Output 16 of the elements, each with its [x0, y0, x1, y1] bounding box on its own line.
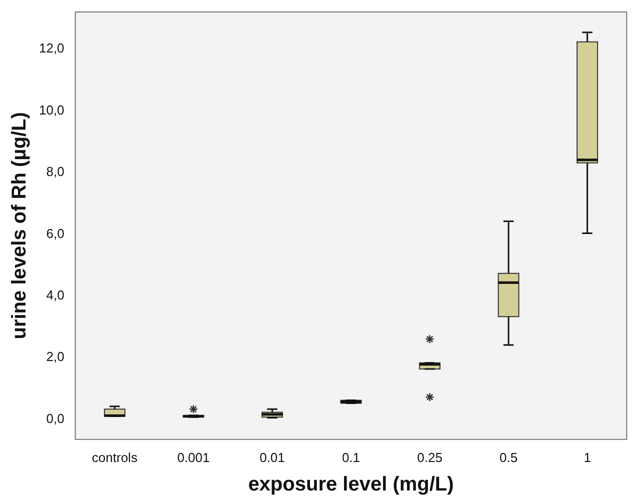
y-tick-label: 12,0 [38, 40, 64, 56]
x-tick-label: 0.1 [342, 450, 360, 465]
x-tick-label: 0.001 [177, 450, 210, 465]
y-tick-label: 10,0 [38, 102, 64, 118]
y-tick-label: 2,0 [46, 349, 64, 364]
y-tick-label: 0,0 [46, 410, 64, 426]
x-tick-label: 0.01 [260, 450, 285, 465]
y-axis-title: urine levels of Rh (µg/L) [8, 112, 31, 340]
x-tick-label: 1 [584, 450, 591, 465]
y-tick-label: 4,0 [46, 287, 64, 302]
x-tick-label: 0.5 [500, 450, 518, 465]
x-tick-label: 0.25 [417, 450, 442, 465]
x-axis-title: exposure level (mg/L) [248, 474, 454, 496]
x-tick-label: controls [92, 450, 138, 465]
y-tick-label: 6,0 [46, 226, 64, 241]
y-tick-label: 8,0 [46, 164, 64, 180]
